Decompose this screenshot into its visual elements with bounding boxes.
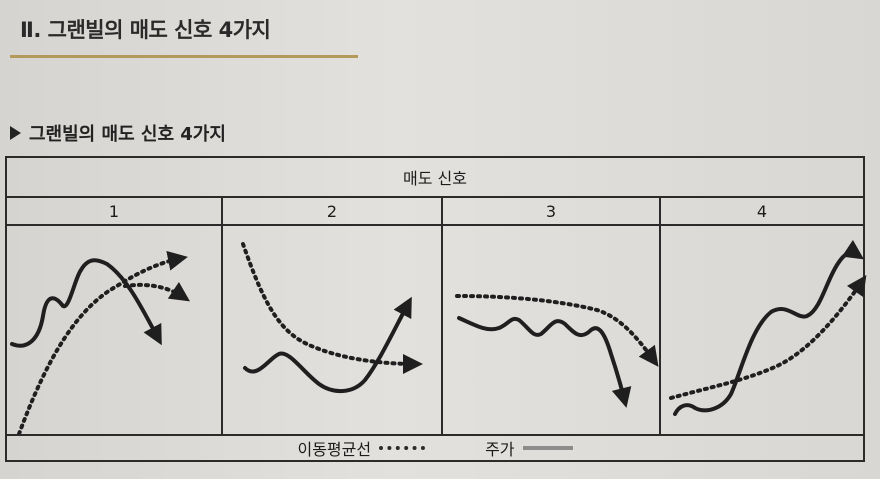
column-divider [659, 198, 661, 434]
signal-3-price-line [457, 316, 632, 408]
signal-3-diagram [455, 294, 659, 408]
signal-1-price-line [10, 258, 162, 348]
triangle-bullet-icon [10, 126, 21, 140]
signal-2-moving-average-line [241, 242, 423, 374]
legend: 이동평균선 주가 [7, 434, 863, 460]
solid-line-swatch-icon [522, 446, 573, 450]
dotted-line-swatch-icon [379, 446, 426, 450]
signal-4-price-line [673, 239, 864, 416]
column-2-label: 2 [326, 201, 338, 221]
legend-price-label: 주가 [485, 440, 515, 459]
legend-moving-average-label: 이동평균선 [297, 440, 372, 459]
signal-3-moving-average-line [455, 294, 659, 367]
signal-2-price-line [243, 296, 412, 393]
sub-title: 그랜빌의 매도 신호 4가지 [10, 120, 226, 146]
signal-1-diagram [10, 250, 190, 436]
section-title: Ⅱ. 그랜빌의 매도 신호 4가지 [20, 18, 271, 42]
signal-2-diagram [241, 242, 423, 393]
column-divider [221, 198, 223, 434]
signal-4-diagram [669, 239, 867, 416]
table-header: 매도 신호 [7, 158, 863, 198]
signal-4-moving-average-line [669, 275, 867, 400]
signal-diagrams [10, 239, 867, 436]
legend-item-moving-average: 이동평균선 [297, 436, 426, 460]
column-4-label: 4 [756, 201, 768, 221]
sell-signal-table: 매도 신호 1 2 3 4 [5, 156, 867, 462]
sub-title-text: 그랜빌의 매도 신호 4가지 [29, 124, 226, 145]
signal-1-moving-average-branch [123, 281, 190, 302]
title-underline [10, 55, 358, 58]
column-divider [441, 198, 443, 434]
legend-item-price: 주가 [485, 436, 573, 460]
column-1-label: 1 [108, 201, 120, 221]
column-number-row: 1 2 3 4 [7, 198, 863, 226]
signal-1-moving-average-line [17, 250, 188, 436]
column-3-label: 3 [545, 201, 557, 221]
